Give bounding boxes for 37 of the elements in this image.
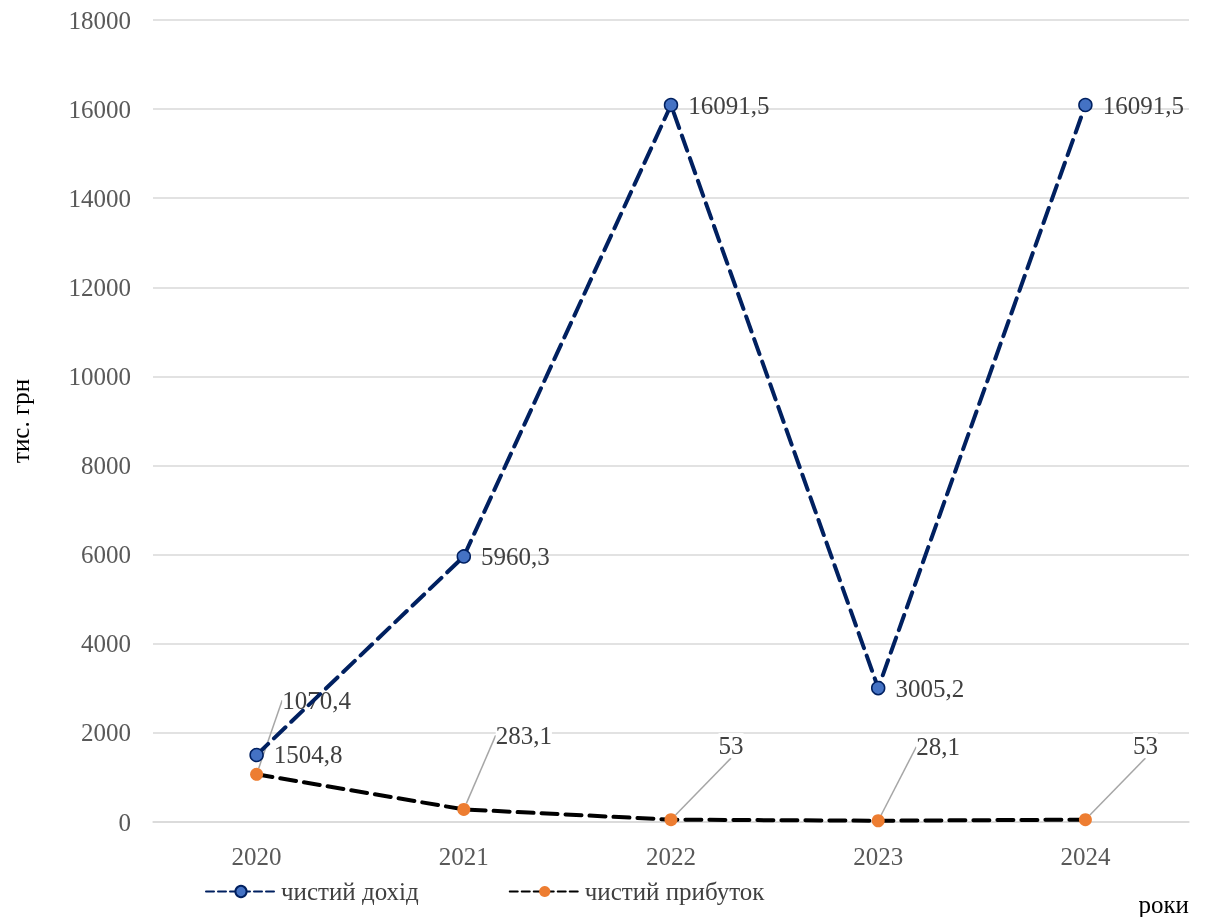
y-tick-label: 10000 — [68, 362, 131, 390]
point — [870, 680, 886, 696]
y-tick-label: 0 — [118, 808, 131, 836]
y-axis-title: тис. грн — [7, 378, 34, 464]
point — [1078, 97, 1093, 113]
x-tick-label: 2020 — [231, 843, 282, 870]
legend-label: чистий прибуток — [584, 878, 766, 905]
y-tick-label: 14000 — [68, 184, 131, 212]
x-tick-label: 2023 — [853, 843, 904, 870]
legend-label: чистий дохід — [281, 878, 420, 905]
x-tick-label: 2021 — [438, 843, 489, 870]
data-label: 28,1 — [916, 733, 961, 761]
point — [1078, 813, 1092, 827]
y-tick-label: 8000 — [81, 452, 131, 480]
y-tick-label: 6000 — [81, 541, 131, 569]
data-label: 16091,5 — [1102, 91, 1184, 119]
point — [664, 813, 678, 827]
data-label: 16091,5 — [688, 91, 770, 119]
y-tick-label: 4000 — [81, 630, 131, 658]
y-tick-label: 16000 — [68, 95, 131, 123]
y-tick-label: 2000 — [81, 719, 131, 747]
point — [249, 747, 264, 763]
x-tick-label: 2024 — [1060, 843, 1111, 870]
data-label: 5960,3 — [481, 542, 550, 570]
data-label: 53 — [1132, 732, 1158, 760]
data-label: 1504,8 — [273, 741, 343, 769]
point — [250, 767, 264, 781]
data-label: 3005,2 — [895, 674, 965, 702]
x-tick-label: 2022 — [646, 843, 696, 870]
data-label: 53 — [718, 732, 744, 760]
y-tick-label: 12000 — [68, 273, 131, 301]
point — [456, 549, 472, 564]
y-tick-label: 18000 — [68, 6, 131, 34]
point — [457, 802, 471, 816]
data-label: 283,1 — [495, 721, 552, 749]
point — [663, 97, 679, 113]
point — [871, 814, 885, 828]
